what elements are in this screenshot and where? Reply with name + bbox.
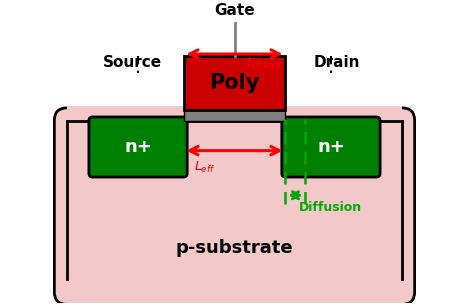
FancyBboxPatch shape xyxy=(54,108,415,304)
Text: Gate: Gate xyxy=(214,3,255,18)
Text: Source: Source xyxy=(103,55,162,70)
Text: n+: n+ xyxy=(317,138,345,156)
Text: $L_{eff}$: $L_{eff}$ xyxy=(195,160,216,175)
Text: Diffusion: Diffusion xyxy=(299,201,362,214)
Text: n+: n+ xyxy=(124,138,152,156)
Text: Drain: Drain xyxy=(313,55,360,70)
Bar xyxy=(183,110,286,121)
Text: Poly: Poly xyxy=(209,73,260,93)
Bar xyxy=(183,56,286,110)
FancyBboxPatch shape xyxy=(89,117,187,177)
Text: p-substrate: p-substrate xyxy=(176,239,293,257)
Bar xyxy=(67,106,402,128)
FancyBboxPatch shape xyxy=(282,117,380,177)
Text: $L_{drawn}$: $L_{drawn}$ xyxy=(246,56,282,71)
